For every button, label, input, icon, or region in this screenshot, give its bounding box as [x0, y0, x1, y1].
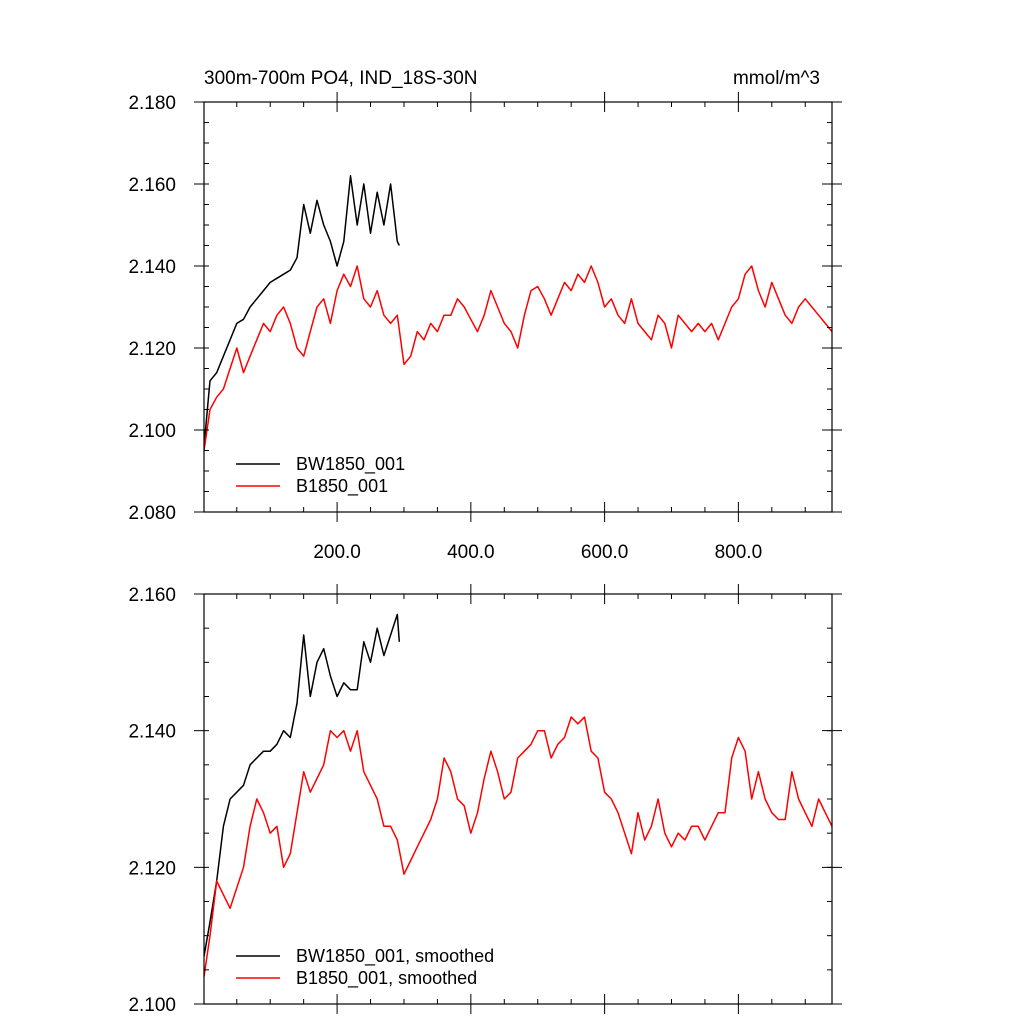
legend-label: B1850_001 [296, 476, 388, 497]
chart-units: mmol/m^3 [733, 68, 820, 89]
series-line-1 [204, 716, 832, 977]
y-tick-label: 2.100 [128, 421, 176, 442]
legend-label: B1850_001, smoothed [296, 968, 477, 989]
x-tick-label: 800.0 [715, 542, 763, 563]
y-tick-label: 2.120 [128, 858, 176, 879]
y-tick-label: 2.140 [128, 722, 176, 743]
series-line-0 [204, 175, 400, 447]
top-panel: 200.0 400.0 600.0 800.0 2.080 2.100 2.120 2.140… [128, 92, 842, 563]
bottom-panel: 2.100 2.120 2.140 2.160 BW1850_001, smoothed… [128, 584, 842, 1016]
y-tick-label: 2.080 [128, 503, 176, 524]
chart-title: 300m-700m PO4, IND_18S-30N [204, 68, 478, 89]
x-tick-label: 600.0 [581, 542, 629, 563]
y-tick-label: 2.180 [128, 93, 176, 114]
y-tick-label: 2.100 [128, 995, 176, 1016]
y-tick-label: 2.140 [128, 257, 176, 278]
series-line-1 [204, 265, 832, 451]
x-tick-label: 200.0 [313, 542, 361, 563]
x-tick-label: 400.0 [447, 542, 495, 563]
y-tick-label: 2.160 [128, 585, 176, 606]
y-tick-label: 2.160 [128, 175, 176, 196]
plot-frame [203, 593, 833, 1005]
series-line-0 [204, 613, 401, 957]
plot-frame [203, 101, 833, 513]
legend-label: BW1850_001 [296, 454, 405, 475]
y-tick-label: 2.120 [128, 339, 176, 360]
legend-label: BW1850_001, smoothed [296, 946, 494, 967]
